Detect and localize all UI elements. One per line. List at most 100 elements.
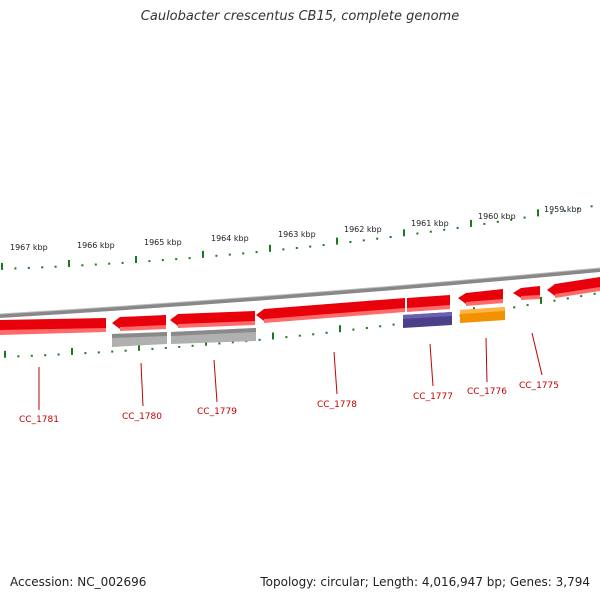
ruler-minor-tick	[349, 241, 352, 243]
ruler-major-tick	[1, 262, 3, 270]
ruler-minor-tick	[97, 351, 100, 354]
ruler-minor-tick	[392, 323, 395, 326]
ruler-major-tick	[403, 229, 405, 237]
ruler-label-1959: 1959 kbp	[544, 205, 582, 214]
ruler-minor-tick	[84, 352, 87, 355]
ruler-minor-tick	[295, 247, 298, 249]
ruler-major-tick	[537, 209, 539, 217]
ruler-minor-tick	[255, 251, 258, 254]
ruler-label-1962: 1962 kbp	[344, 225, 382, 234]
ruler-minor-tick	[191, 344, 194, 347]
forward-genes	[0, 277, 600, 335]
ruler-label-1960: 1960 kbp	[478, 212, 516, 221]
ruler-minor-tick	[523, 216, 526, 219]
gene-next	[547, 277, 600, 296]
ruler-major-tick	[135, 256, 137, 263]
ruler-minor-tick	[429, 230, 432, 233]
ruler-major-tick	[339, 325, 341, 333]
ruler-minor-tick	[175, 258, 178, 261]
gene-cc1780	[112, 315, 166, 329]
accession-text: Accession: NC_002696	[10, 575, 147, 589]
ruler-minor-tick	[242, 252, 245, 255]
ruler-major-tick	[470, 219, 472, 227]
ruler-minor-tick	[178, 345, 181, 348]
ruler-major-tick	[269, 244, 271, 252]
ruler-minor-tick	[30, 354, 33, 357]
ruler-minor-tick	[151, 347, 154, 350]
ruler-minor-tick	[365, 327, 368, 329]
ruler-minor-tick	[215, 254, 218, 257]
ruler-minor-tick	[54, 265, 57, 268]
gene-labels: CC_1781 CC_1780 CC_1779 CC_1778 CC_1777 …	[19, 381, 559, 425]
ruler-minor-tick	[309, 245, 312, 248]
gene-label-cc1778: CC_1778	[317, 400, 357, 410]
ruler-minor-tick	[57, 353, 60, 356]
gene-label-cc1776: CC_1776	[467, 387, 507, 397]
ruler-minor-tick	[17, 355, 20, 358]
ruler-minor-tick	[416, 232, 419, 235]
ruler-minor-tick	[376, 237, 379, 240]
ruler-minor-tick	[550, 212, 553, 215]
ruler-minor-tick	[526, 304, 529, 307]
ruler-minor-tick	[590, 205, 593, 208]
ruler-major-tick	[202, 250, 204, 258]
ruler-minor-tick	[563, 210, 566, 212]
ruler-major-tick	[68, 260, 70, 267]
ruler-minor-tick	[593, 292, 596, 295]
ruler-minor-tick	[14, 267, 17, 270]
ruler-minor-tick	[108, 262, 111, 265]
ruler-minor-tick	[389, 236, 392, 238]
ruler-minor-tick	[148, 260, 151, 263]
summary-text: Topology: circular; Length: 4,016,947 bp…	[260, 575, 590, 589]
gene-label-cc1779: CC_1779	[197, 407, 237, 417]
ruler-minor-tick	[44, 354, 47, 357]
ruler-minor-tick	[513, 306, 516, 309]
ruler-minor-tick	[228, 253, 231, 256]
ruler-label-1961: 1961 kbp	[411, 219, 449, 228]
ruler-minor-tick	[553, 299, 556, 302]
gene-cc1775-fwd	[513, 286, 540, 298]
gene-label-cc1780: CC_1780	[122, 412, 162, 422]
ruler-minor-tick	[41, 266, 44, 269]
ruler-minor-tick	[510, 218, 513, 221]
ruler-minor-tick	[352, 328, 355, 331]
ruler-minor-tick	[298, 334, 301, 337]
ruler-minor-tick	[161, 259, 164, 262]
ruler-label-1967: 1967 kbp	[10, 243, 48, 252]
ruler-minor-tick	[379, 325, 382, 328]
ruler-minor-tick	[285, 336, 288, 339]
feature-blocks	[112, 307, 505, 347]
ruler-minor-tick	[456, 226, 459, 229]
ruler-labels: 1967 kbp 1966 kbp 1965 kbp 1964 kbp 1963…	[10, 205, 582, 252]
ruler-minor-tick	[231, 341, 234, 344]
map-title: Caulobacter crescentus CB15, complete ge…	[140, 9, 460, 24]
ruler-minor-tick	[322, 244, 325, 247]
ruler-minor-tick	[94, 263, 97, 266]
ruler-minor-tick	[124, 349, 127, 352]
ruler-minor-tick	[258, 338, 261, 341]
ruler-minor-tick	[282, 248, 285, 251]
ruler-major-tick	[71, 347, 73, 355]
ruler-major-tick	[4, 350, 6, 358]
upper-ruler	[1, 205, 593, 270]
ruler-minor-tick	[218, 342, 221, 345]
ruler-label-1965: 1965 kbp	[144, 238, 182, 247]
ruler-minor-tick	[27, 266, 30, 269]
genome-backbone	[0, 268, 600, 318]
ruler-label-1966: 1966 kbp	[77, 241, 115, 250]
ruler-minor-tick	[81, 264, 84, 267]
ruler-minor-tick	[188, 257, 191, 260]
gene-label-cc1775: CC_1775	[519, 381, 559, 391]
ruler-label-1964: 1964 kbp	[211, 234, 249, 243]
gene-label-cc1781: CC_1781	[19, 415, 59, 425]
gene-label-cc1777: CC_1777	[413, 392, 453, 402]
ruler-major-tick	[272, 332, 274, 340]
ruler-label-1963: 1963 kbp	[278, 230, 316, 239]
ruler-major-tick	[540, 296, 542, 304]
ruler-minor-tick	[496, 220, 499, 223]
ruler-major-tick	[336, 237, 338, 245]
ruler-minor-tick	[362, 239, 365, 242]
gene-cc1778	[256, 298, 405, 321]
ruler-minor-tick	[312, 333, 315, 336]
